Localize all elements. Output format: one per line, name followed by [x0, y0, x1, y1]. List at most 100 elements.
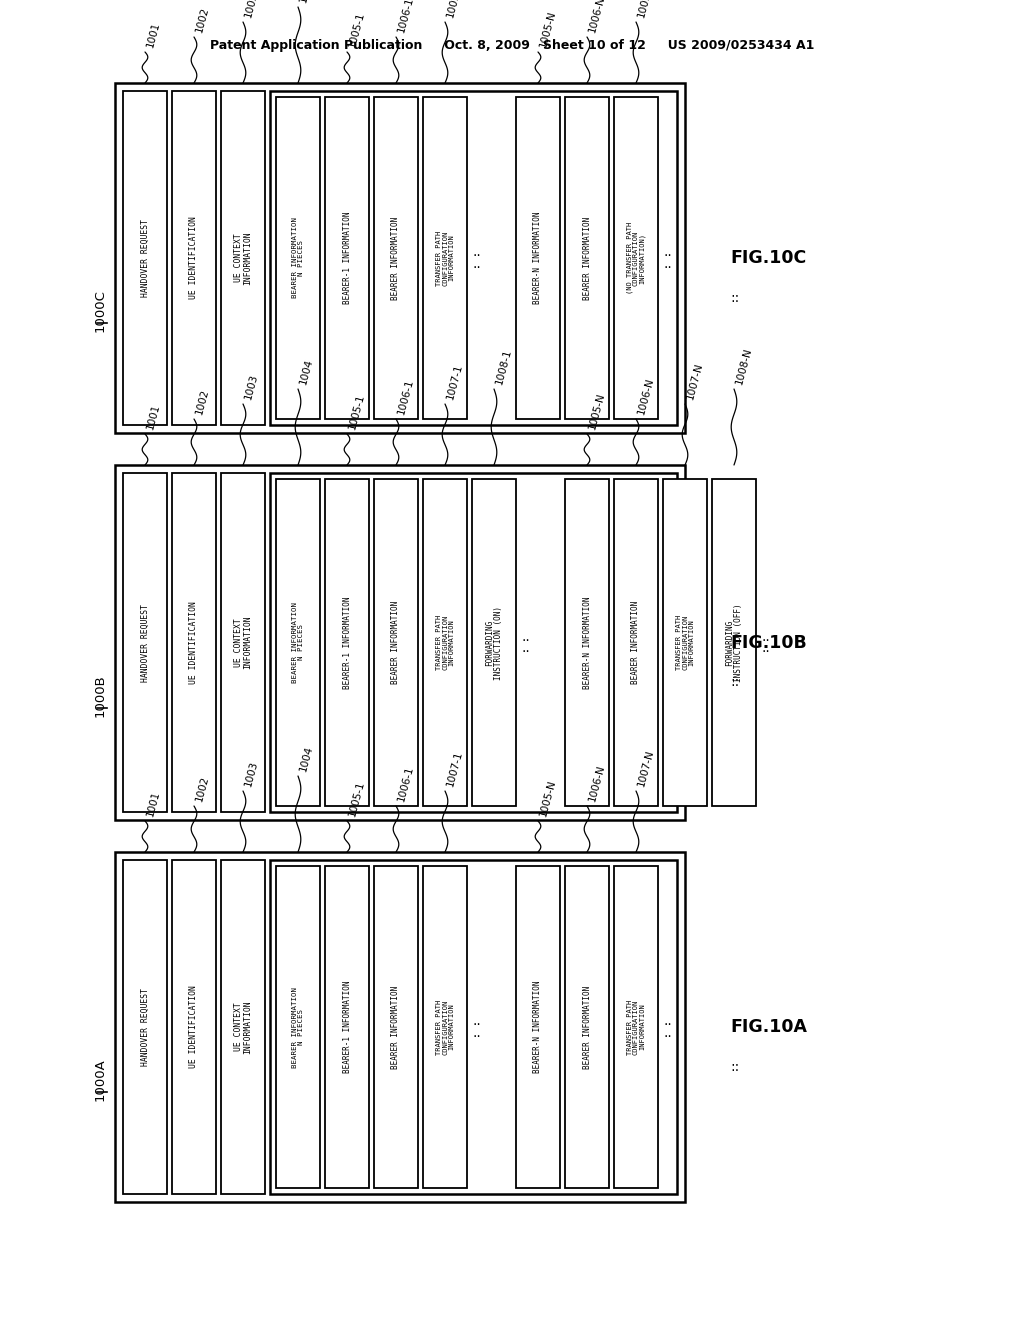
Text: BEARER-1 INFORMATION: BEARER-1 INFORMATION [342, 981, 351, 1073]
Bar [712, 479, 756, 807]
Bar [270, 861, 677, 1195]
Text: 1001: 1001 [145, 791, 162, 818]
Text: 1003: 1003 [243, 760, 259, 788]
Text: BEARER INFORMATION
N PIECES: BEARER INFORMATION N PIECES [292, 986, 304, 1068]
Bar [221, 861, 265, 1195]
Bar [472, 479, 516, 807]
Bar [325, 96, 369, 418]
Text: BEARER-N INFORMATION: BEARER-N INFORMATION [534, 981, 543, 1073]
Text: TRANSFER PATH
CONFIGURATION
INFORMATION: TRANSFER PATH CONFIGURATION INFORMATION [436, 615, 455, 671]
Text: BEARER INFORMATION: BEARER INFORMATION [583, 985, 592, 1069]
Bar [614, 96, 658, 418]
Bar [270, 91, 677, 425]
Text: 1000A: 1000A [94, 1059, 106, 1101]
Bar [565, 866, 609, 1188]
Text: ::: :: [730, 1060, 739, 1074]
Text: BEARER INFORMATION
N PIECES: BEARER INFORMATION N PIECES [292, 218, 304, 298]
Bar [516, 866, 560, 1188]
Text: Patent Application Publication     Oct. 8, 2009   Sheet 10 of 12     US 2009/025: Patent Application Publication Oct. 8, 2… [210, 38, 814, 51]
Bar [565, 479, 609, 807]
Text: TRANSFER PATH
CONFIGURATION
INFORMATION: TRANSFER PATH CONFIGURATION INFORMATION [676, 615, 694, 671]
Text: 1003: 1003 [243, 374, 259, 401]
Text: 1007-1: 1007-1 [445, 750, 464, 788]
Text: ..
..: .. .. [762, 630, 770, 656]
Bar [172, 861, 216, 1195]
Text: FIG.10C: FIG.10C [730, 249, 806, 267]
Bar [276, 96, 319, 418]
Bar [115, 851, 685, 1203]
Bar [374, 96, 418, 418]
Text: BEARER INFORMATION: BEARER INFORMATION [391, 985, 400, 1069]
Text: FORWARDING
INSTRUCTION (ON): FORWARDING INSTRUCTION (ON) [484, 606, 503, 680]
Text: BEARER INFORMATION: BEARER INFORMATION [391, 216, 400, 300]
Text: HANDOVER REQUEST: HANDOVER REQUEST [140, 219, 150, 297]
Bar [516, 96, 560, 418]
Text: TRANSFER PATH
CONFIGURATION
INFORMATION: TRANSFER PATH CONFIGURATION INFORMATION [627, 999, 645, 1055]
Text: FIG.10A: FIG.10A [730, 1018, 807, 1036]
Bar [123, 861, 167, 1195]
Text: 1008-1: 1008-1 [494, 348, 513, 385]
Text: 1002: 1002 [194, 388, 211, 416]
Text: 1009-1: 1009-1 [445, 0, 464, 18]
Text: HANDOVER REQUEST: HANDOVER REQUEST [140, 987, 150, 1067]
Bar [325, 866, 369, 1188]
Text: BEARER-1 INFORMATION: BEARER-1 INFORMATION [342, 211, 351, 304]
Bar [325, 479, 369, 807]
Text: FORWARDING
INSTRUCTION (OFF): FORWARDING INSTRUCTION (OFF) [725, 603, 743, 682]
Text: BEARER INFORMATION
N PIECES: BEARER INFORMATION N PIECES [292, 602, 304, 682]
Text: 1004: 1004 [298, 358, 314, 385]
Text: 1004: 1004 [298, 744, 314, 774]
Text: UE IDENTIFICATION: UE IDENTIFICATION [189, 216, 199, 300]
Text: BEARER-N INFORMATION: BEARER-N INFORMATION [534, 211, 543, 304]
Bar [276, 866, 319, 1188]
Text: BEARER INFORMATION: BEARER INFORMATION [632, 601, 640, 684]
Text: 1008-N: 1008-N [734, 347, 754, 385]
Bar [423, 866, 467, 1188]
Text: 1003: 1003 [243, 0, 259, 18]
Text: 1005-N: 1005-N [587, 392, 606, 432]
Bar [221, 473, 265, 812]
Text: 1006-1: 1006-1 [396, 0, 415, 34]
Text: HANDOVER REQUEST: HANDOVER REQUEST [140, 603, 150, 681]
Bar [374, 866, 418, 1188]
Text: BEARER-N INFORMATION: BEARER-N INFORMATION [583, 597, 592, 689]
Text: 1007-1: 1007-1 [445, 363, 464, 401]
Bar [115, 83, 685, 433]
Text: ::: :: [730, 290, 739, 305]
Text: 1004: 1004 [298, 0, 314, 4]
Text: 1009-N: 1009-N [636, 0, 655, 18]
Text: BEARER INFORMATION: BEARER INFORMATION [391, 601, 400, 684]
Bar [374, 479, 418, 807]
Bar [270, 473, 677, 812]
Text: (NO TRANSFER PATH
CONFIGURATION
INFORMATION): (NO TRANSFER PATH CONFIGURATION INFORMAT… [627, 222, 646, 294]
Bar [172, 473, 216, 812]
Bar [423, 96, 467, 418]
Text: TRANSFER PATH
CONFIGURATION
INFORMATION: TRANSFER PATH CONFIGURATION INFORMATION [436, 999, 455, 1055]
Bar [276, 479, 319, 807]
Bar [423, 479, 467, 807]
Bar [614, 866, 658, 1188]
Text: ..
..: .. .. [664, 1014, 673, 1040]
Text: 1002: 1002 [194, 7, 211, 34]
Text: ..
..: .. .. [521, 630, 530, 656]
Bar [614, 479, 658, 807]
Text: 1002: 1002 [194, 775, 211, 803]
Text: TRANSFER PATH
CONFIGURATION
INFORMATION: TRANSFER PATH CONFIGURATION INFORMATION [436, 231, 455, 285]
Text: 1001: 1001 [145, 21, 162, 49]
Text: UE CONTEXT
INFORMATION: UE CONTEXT INFORMATION [233, 615, 252, 669]
Bar [172, 91, 216, 425]
Text: 1005-N: 1005-N [538, 779, 557, 818]
Bar [123, 91, 167, 425]
Text: 1005-N: 1005-N [538, 11, 557, 49]
Text: ..
..: .. .. [664, 246, 673, 271]
Text: 1006-1: 1006-1 [396, 766, 415, 803]
Bar [663, 479, 707, 807]
Text: 1006-N: 1006-N [587, 764, 606, 803]
Text: 1001: 1001 [145, 403, 162, 432]
Text: FIG.10B: FIG.10B [730, 634, 807, 652]
Text: 1006-1: 1006-1 [396, 378, 415, 416]
Text: 1006-N: 1006-N [636, 378, 655, 416]
Bar [221, 91, 265, 425]
Text: 1000B: 1000B [94, 675, 106, 717]
Bar [123, 473, 167, 812]
